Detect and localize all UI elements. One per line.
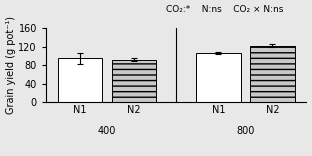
- Text: 400: 400: [98, 126, 116, 136]
- Bar: [58, 58, 102, 102]
- Text: 800: 800: [236, 126, 255, 136]
- Y-axis label: Grain yield (g pot⁻¹): Grain yield (g pot⁻¹): [6, 16, 16, 114]
- Bar: [250, 46, 295, 102]
- Bar: [196, 53, 241, 102]
- Text: CO₂:*    N:ns    CO₂ × N:ns: CO₂:* N:ns CO₂ × N:ns: [166, 5, 283, 14]
- Bar: [112, 60, 156, 102]
